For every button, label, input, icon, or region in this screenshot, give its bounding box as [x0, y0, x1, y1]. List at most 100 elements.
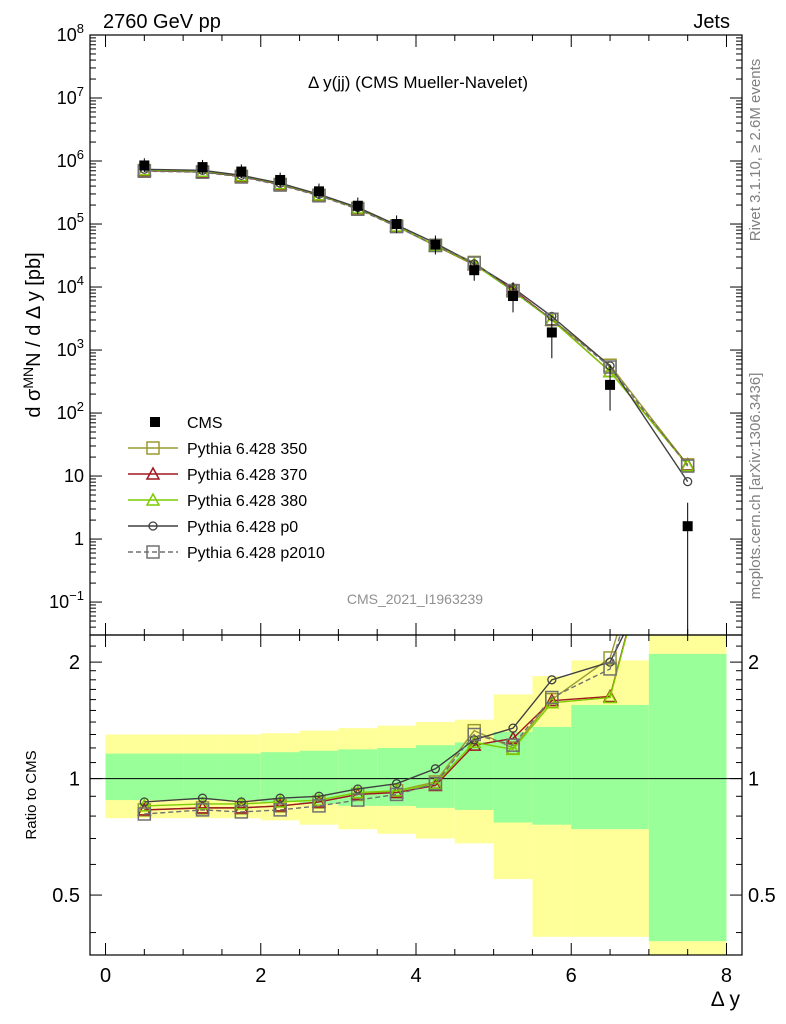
legend-marker-3 [148, 521, 158, 531]
main-point-4-12 [680, 459, 695, 473]
ratio-point-4-5 [351, 793, 365, 807]
ratio-point-1-3 [272, 798, 288, 812]
legend-label-2: Pythia 6.428 380 [187, 493, 307, 510]
ratio-point-3-5 [353, 784, 363, 794]
ratio-point-0-11 [603, 651, 617, 665]
x-tick-label-1: 2 [255, 965, 266, 987]
y-tick-label--1: 10−1 [49, 588, 84, 612]
x-tick-label-3: 6 [566, 965, 577, 987]
ratio-line-1 [144, 635, 627, 811]
y-tick-exponent: −1 [69, 588, 84, 603]
ratio-point-1-2 [234, 800, 249, 814]
x-tick-label-4: 8 [721, 965, 732, 987]
y-tick-base: 10 [57, 340, 77, 360]
ratio-point-2-2 [234, 796, 249, 810]
ratio-line-4 [144, 635, 621, 815]
cms-point-10 [546, 327, 557, 338]
rivet-label: Rivet 3.1.10, ≥ 2.6M events [747, 59, 764, 242]
ratio-point-4-9 [506, 738, 520, 752]
legend-label-4: Pythia 6.428 p2010 [187, 545, 325, 562]
cms-point-0 [139, 160, 150, 171]
y-tick-label-3: 103 [57, 336, 84, 360]
ratio-point-1-10 [544, 693, 560, 707]
ratio-point-1-1 [195, 800, 210, 814]
ratio-point-4-8 [467, 727, 481, 742]
band-inner-12 [648, 653, 727, 942]
legend-marker-1 [145, 466, 161, 480]
main-line-3 [144, 168, 689, 482]
y-tick-label-4: 104 [57, 273, 84, 297]
ratio-point-4-7 [428, 776, 443, 791]
header-left: 2760 GeV pp [103, 11, 221, 33]
legend-marker-4 [146, 545, 160, 559]
ratio-point-2-7 [428, 776, 443, 790]
x-tick-label-0: 0 [100, 965, 111, 987]
ratio-point-4-3 [273, 803, 287, 817]
y-tick-label-1: 10 [64, 466, 84, 486]
y-tick-label-8: 108 [57, 21, 84, 45]
ratio-tick-label-2: 2 [69, 652, 80, 674]
main-line-0 [144, 169, 689, 466]
ratio-point-3-11 [605, 657, 615, 667]
ratio-point-2-6 [389, 783, 404, 797]
y-tick-exponent: 5 [77, 210, 84, 225]
y-tick-label-5: 105 [57, 210, 84, 234]
y-tick-base: 10 [57, 88, 77, 108]
main-line-1 [144, 169, 689, 466]
header-right: Jets [693, 11, 730, 33]
ratio-point-4-6 [389, 787, 404, 802]
y-tick-base: 10 [57, 403, 77, 423]
main-line-4 [144, 170, 689, 467]
ratio-tick-label-right-1: 1 [748, 769, 759, 791]
ratio-point-2-11 [602, 689, 618, 704]
legend-marker-0 [146, 441, 160, 455]
ratio-point-3-7 [430, 764, 441, 774]
y-tick-label-2: 102 [57, 399, 84, 423]
cms-point-1 [197, 162, 208, 173]
ratio-point-4-1 [195, 803, 210, 817]
cms-point-6 [391, 219, 402, 230]
ratio-point-1-4 [311, 794, 327, 808]
y-tick-exponent: 7 [77, 84, 84, 99]
y-axis-label: d σMNN / d Δ y [pb] [20, 252, 45, 417]
legend: CMS Pythia 6.428 350 Pythia 6.428 370 Pythi… [128, 415, 325, 562]
cms-point-4 [313, 186, 324, 197]
band-inner-8 [454, 742, 494, 810]
ratio-point-3-0 [139, 797, 149, 807]
band-inner-1 [183, 753, 222, 801]
main-line-2 [144, 169, 689, 466]
band-inner-11 [571, 704, 649, 830]
band-inner-0 [105, 753, 184, 801]
chart-title-text: Δ y(jj) (CMS Mueller-Navelet) [308, 73, 528, 92]
watermark: CMS_2021_I1963239 [347, 591, 483, 607]
ratio-point-3-1 [197, 793, 208, 803]
ratio-tick-label-1: 1 [69, 769, 80, 791]
ratio-point-4-0 [137, 807, 152, 821]
y-tick-base: 10 [57, 277, 77, 297]
ratio-point-2-9 [505, 741, 521, 756]
x-axis-label: Δ y [711, 988, 741, 1011]
cms-point-2 [236, 166, 247, 177]
y-tick-base: 10 [57, 25, 77, 45]
cms-point-3 [275, 174, 286, 185]
ratio-line-3 [144, 635, 625, 803]
main-point-2-12 [680, 457, 695, 472]
legend-marker-2 [145, 492, 161, 506]
cms-point-11 [605, 379, 616, 390]
y-tick-exponent: 2 [77, 399, 84, 414]
y-tick-exponent: 6 [77, 147, 84, 162]
cms-point-9 [508, 291, 519, 302]
legend-label-cms: CMS [187, 415, 223, 432]
ratio-point-1-6 [389, 785, 404, 799]
uncertainty-bands [105, 635, 727, 955]
cms-data-points [139, 158, 693, 635]
y-tick-exponent: 4 [77, 273, 84, 288]
ratio-point-4-10 [545, 690, 559, 705]
cms-point-12 [682, 521, 693, 532]
y-tick-base: 10 [57, 151, 77, 171]
ratio-point-1-0 [137, 802, 152, 816]
band-inner-10 [532, 726, 572, 825]
y-tick-label-6: 106 [57, 147, 84, 171]
ratio-point-4-2 [234, 805, 249, 819]
